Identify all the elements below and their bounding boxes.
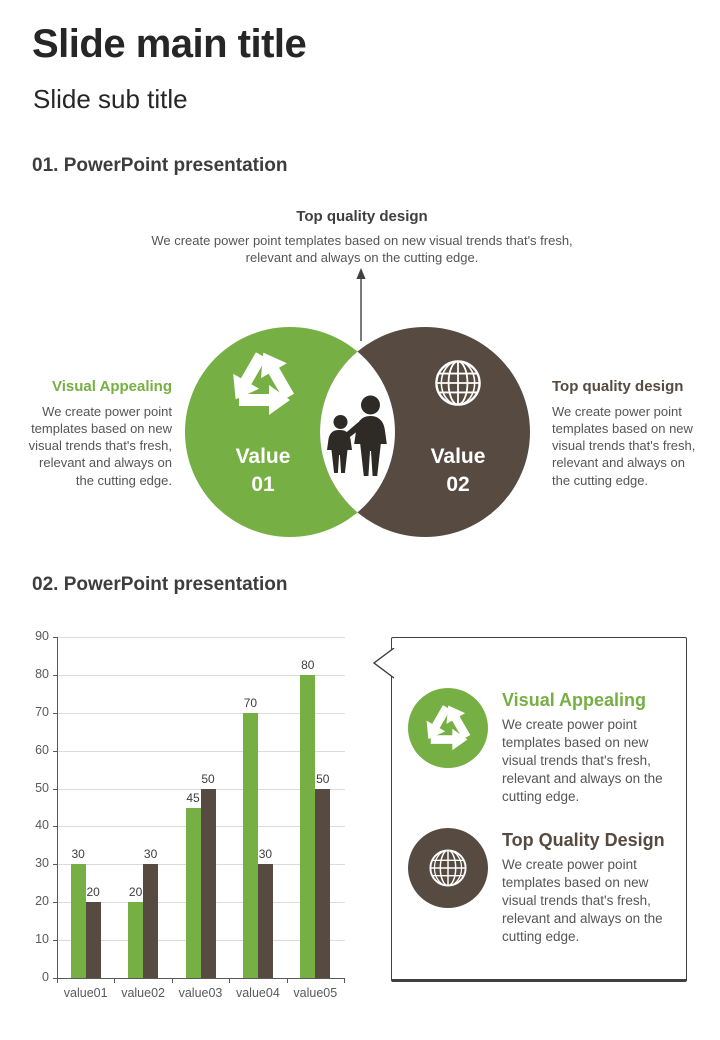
x-tick-label: value04 [235,986,280,1000]
bar-value-label: 30 [71,847,85,862]
y-tick-label: 30 [35,856,49,871]
recycle-icon [408,688,488,768]
bar-chart: 0 10 20 30 40 50 60 70 80 90 30 20 value01 20 30 value0… [20,629,370,1022]
bar-value-label: 50 [201,771,215,786]
venn-right-label-line1: Value [431,445,486,468]
y-axis-tick [53,750,57,752]
y-tick-label: 90 [35,629,49,643]
y-tick-label: 10 [35,932,49,947]
venn-right-title: Top quality design [552,378,684,395]
x-axis-tick [286,978,288,983]
y-axis-tick [53,864,57,866]
panel-item-description: We create power point templates based on… [502,857,663,944]
panel-item-top-quality-design: Top Quality Design We create power point… [408,828,676,946]
page-subtitle: Slide sub title [33,84,188,114]
y-tick-label: 40 [35,818,49,833]
bar [242,712,258,978]
y-tick-label: 50 [35,780,49,795]
gridline [58,712,345,714]
page-title: Slide main title [32,22,307,66]
bar-value-label: 20 [128,885,143,900]
y-axis-tick [53,788,57,790]
bar [143,864,159,978]
bar [300,674,316,978]
x-axis-tick [171,978,173,983]
gridline [58,674,345,676]
bar [85,902,101,978]
bar [200,788,216,978]
x-axis-tick [57,978,58,983]
top-callout-title: Top quality design [296,208,428,225]
venn-left-label-line1: Value [236,445,291,468]
globe-icon [408,828,488,908]
panel-item-description: We create power point templates based on… [502,717,663,804]
bar-value-label: 80 [301,657,315,672]
section1-heading: 01. PowerPoint presentation [32,155,288,176]
gridline [58,637,345,638]
venn-diagram: Value 01 Value 02 [185,327,530,537]
panel-notch [372,648,395,679]
bar [315,788,331,978]
bar [185,807,201,978]
y-tick-label: 60 [35,742,49,757]
venn-left-label-line2: 01 [251,473,275,496]
y-tick-label: 0 [42,970,49,984]
x-tick-label: value02 [121,986,165,1000]
globe-icon [435,360,481,406]
venn-right-description: We create power point templates based on… [552,404,696,488]
section2-heading: 02. PowerPoint presentation [32,574,288,595]
panel-item-title: Visual Appealing [502,690,647,710]
bar [70,864,86,978]
bar [128,902,144,978]
y-tick-label: 80 [35,666,49,681]
family-icon [327,395,387,476]
y-tick-label: 70 [35,704,49,719]
y-axis-tick [53,712,57,714]
panel-item-title: Top Quality Design [502,830,665,850]
venn-right-label-line2: 02 [446,473,469,496]
y-axis [57,637,58,978]
bar [257,864,273,978]
legend-panel: Visual Appealing We create power point t… [372,637,687,982]
venn-right-textblock: Top quality design We create power point… [552,378,704,489]
y-axis-tick [53,637,57,638]
gridline [58,750,345,752]
x-axis-tick [229,978,231,983]
x-tick-label: value05 [293,986,338,1000]
top-callout-description: We create power point templates based on… [151,233,573,266]
panel-item-visual-appealing: Visual Appealing We create power point t… [408,688,676,806]
y-tick-label: 20 [35,894,49,909]
y-axis-tick [53,940,57,942]
y-axis-tick [53,902,57,904]
x-axis-tick [114,978,116,983]
y-axis-tick [53,674,57,676]
bar-value-label: 70 [243,695,258,710]
bar-value-label: 30 [143,847,158,862]
x-tick-label: value03 [178,986,223,1000]
venn-left-description: We create power point templates based on… [28,404,172,488]
y-axis-tick [53,978,57,979]
bar-value-label: 50 [316,771,330,786]
venn-left-textblock: Visual Appealing We create power point t… [20,378,172,489]
bar-value-label: 30 [258,847,273,862]
x-axis-tick [344,978,345,983]
venn-left-title: Visual Appealing [51,378,172,395]
y-axis-tick [53,826,57,828]
bar-value-label: 45 [186,790,200,805]
bar-value-label: 20 [86,885,100,900]
x-tick-label: value01 [63,986,108,1000]
x-axis [57,978,345,979]
up-arrow-icon [356,268,366,341]
top-callout: Top quality design We create power point… [142,208,582,266]
